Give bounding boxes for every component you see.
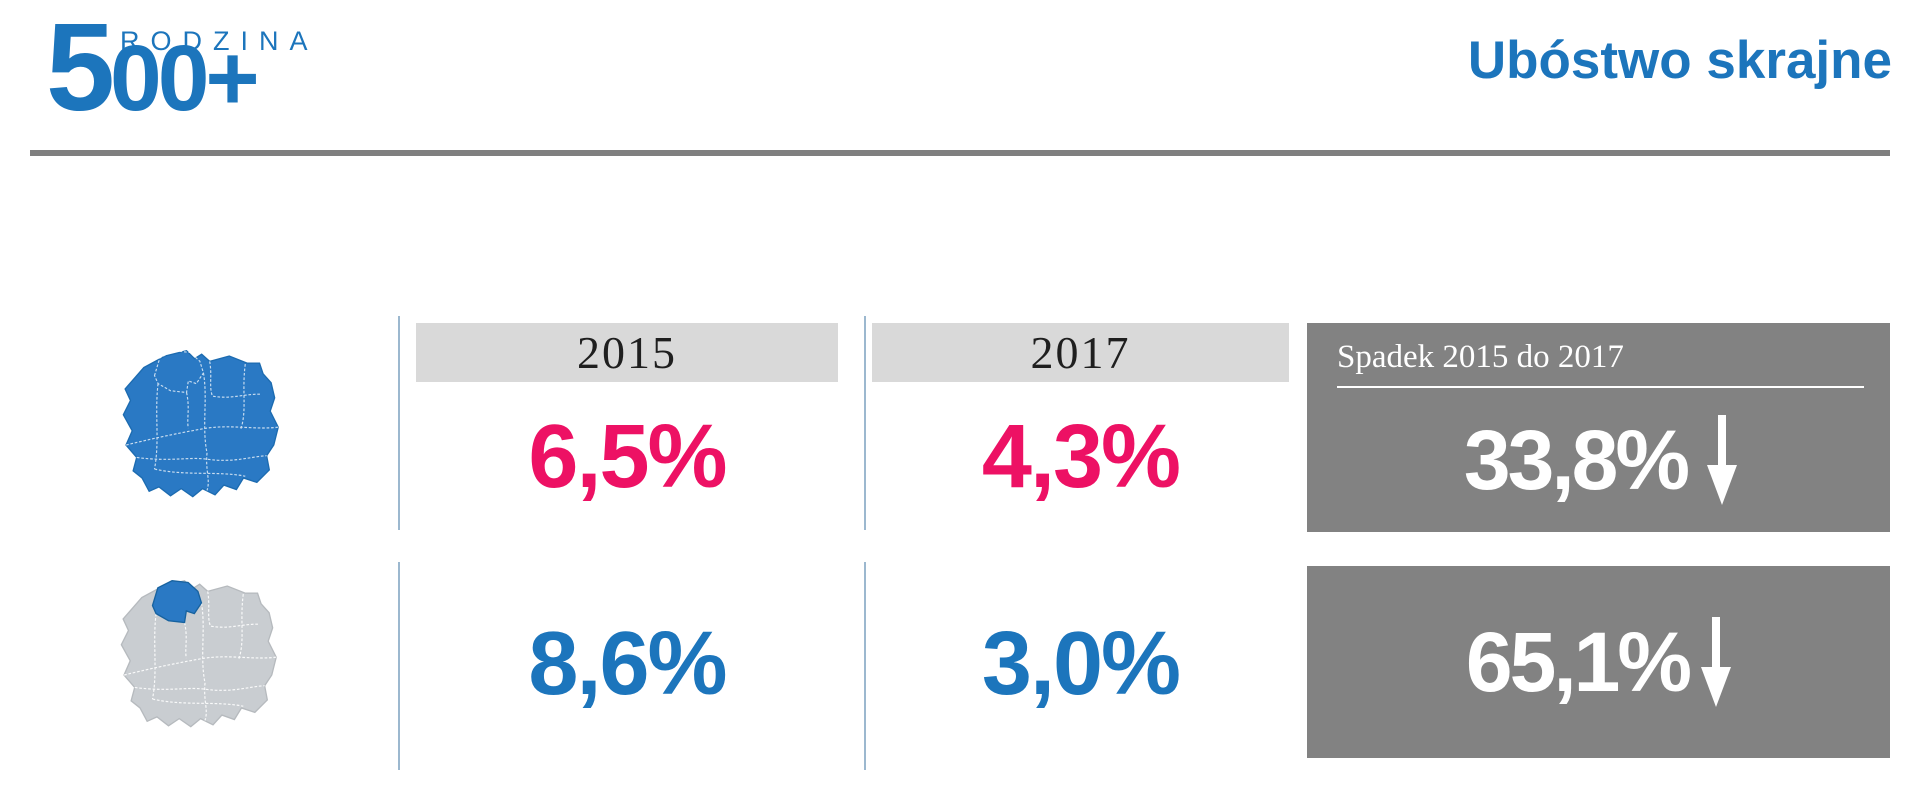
voivodeship-borders — [125, 350, 279, 491]
drop-box-region: 65,1% — [1307, 566, 1890, 758]
value-2015-poland: 6,5% — [528, 406, 727, 507]
column-separator-line — [398, 562, 400, 770]
page-title: Ubóstwo skrajne — [1467, 31, 1892, 90]
logo-plus-sign: + — [205, 26, 260, 130]
poland-map-all-highlighted — [122, 349, 279, 498]
logo-500-text: 500+ — [46, 6, 260, 130]
poland-map-region-highlighted — [120, 579, 277, 728]
drop-value-region: 65,1% — [1465, 614, 1692, 709]
header-divider — [30, 150, 1890, 156]
logo-rodzina-text: RODZINA — [120, 26, 319, 56]
year-2015-header: 2015 — [416, 323, 838, 382]
drop-box-header: Spadek 2015 do 2017 — [1337, 339, 1624, 375]
drop-value-poland: 33,8% — [1463, 412, 1690, 507]
down-arrow-icon — [1707, 415, 1738, 505]
column-separator-line — [864, 316, 866, 530]
down-arrow-icon — [1701, 617, 1732, 707]
column-separator-line — [398, 316, 400, 530]
highlighted-region — [151, 579, 203, 624]
value-2015-region: 8,6% — [528, 613, 727, 714]
drop-box-poland: Spadek 2015 do 2017 33,8% — [1307, 323, 1890, 532]
voivodeship-borders — [123, 591, 277, 721]
drop-box-underline — [1337, 386, 1864, 388]
logo-digit-5: 5 — [46, 0, 115, 137]
rodzina-500-plus-logo: 500+ RODZINA — [46, 6, 366, 136]
logo-digits-00: 00 — [109, 26, 209, 130]
column-separator-line — [864, 562, 866, 770]
year-2017-header: 2017 — [872, 323, 1289, 382]
value-2017-region: 3,0% — [981, 613, 1181, 714]
value-2017-poland: 4,3% — [981, 406, 1181, 507]
